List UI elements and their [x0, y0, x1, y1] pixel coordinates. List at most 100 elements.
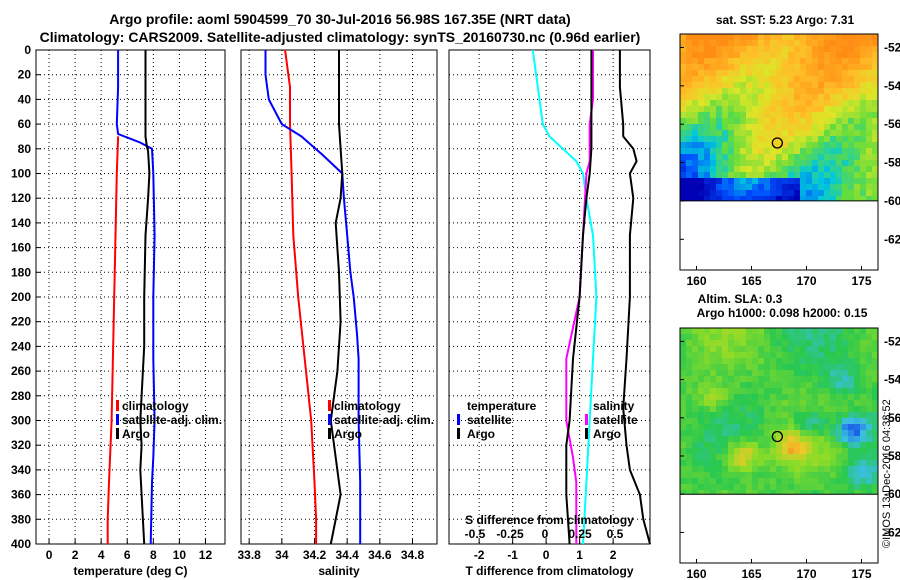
- map-cell: [812, 172, 818, 178]
- map-cell: [698, 142, 704, 148]
- map-cell: [722, 412, 728, 418]
- map-cell: [824, 400, 830, 406]
- map-cell: [854, 118, 860, 124]
- map-cell: [806, 64, 812, 70]
- map-cell: [848, 154, 854, 160]
- map-cell: [698, 454, 704, 460]
- map-cell: [722, 478, 728, 484]
- map-cell: [872, 472, 878, 478]
- map-cell: [740, 334, 746, 340]
- map-cell: [830, 130, 836, 136]
- map-cell: [752, 106, 758, 112]
- map-cell: [734, 478, 740, 484]
- map-cell: [824, 490, 830, 495]
- map-cell: [716, 88, 722, 94]
- map-cell: [710, 466, 716, 472]
- map-cell: [704, 352, 710, 358]
- map-cell: [800, 406, 806, 412]
- map-cell: [824, 178, 830, 184]
- map-cell: [848, 106, 854, 112]
- map-cell: [764, 166, 770, 172]
- chart-title-line2: Climatology: CARS2009. Satellite-adjuste…: [39, 29, 641, 45]
- map-cell: [860, 430, 866, 436]
- map-cell: [722, 346, 728, 352]
- map-cell: [716, 100, 722, 106]
- map-cell: [698, 346, 704, 352]
- map-cell: [716, 406, 722, 412]
- map-cell: [686, 376, 692, 382]
- map-cell: [794, 118, 800, 124]
- map-cell: [848, 472, 854, 478]
- map-cell: [686, 478, 692, 484]
- map-cell: [740, 82, 746, 88]
- map-cell: [722, 394, 728, 400]
- map-cell: [722, 484, 728, 490]
- map-cell: [818, 364, 824, 370]
- map-cell: [842, 460, 848, 466]
- map-cell: [836, 112, 842, 118]
- map-cell: [872, 118, 878, 124]
- map-cell: [746, 52, 752, 58]
- map-cell: [746, 352, 752, 358]
- map-cell: [824, 124, 830, 130]
- map-cell: [836, 172, 842, 178]
- map-cell: [740, 394, 746, 400]
- map-cell: [722, 82, 728, 88]
- map-cell: [830, 478, 836, 484]
- map-cell: [818, 172, 824, 178]
- map-cell: [764, 394, 770, 400]
- map-cell: [698, 352, 704, 358]
- map-cell: [680, 112, 686, 118]
- map-cell: [776, 358, 782, 364]
- map-cell: [686, 472, 692, 478]
- map-cell: [740, 436, 746, 442]
- series-line-climatology: [284, 49, 318, 544]
- map-cell: [836, 148, 842, 154]
- map-cell: [800, 454, 806, 460]
- map-cell: [698, 460, 704, 466]
- map-cell: [710, 352, 716, 358]
- map-cell: [710, 412, 716, 418]
- map-cell: [728, 154, 734, 160]
- map-cell: [818, 418, 824, 424]
- map-cell: [824, 358, 830, 364]
- map-cell: [680, 412, 686, 418]
- map-cell: [710, 472, 716, 478]
- map-cell: [806, 142, 812, 148]
- map-cell: [854, 184, 860, 190]
- map-cell: [824, 328, 830, 334]
- map-cell: [770, 52, 776, 58]
- map-cell: [704, 340, 710, 346]
- legend-swatch: [116, 400, 119, 411]
- x-tick-label: 175: [851, 274, 871, 288]
- map-cell: [818, 358, 824, 364]
- map-cell: [692, 40, 698, 46]
- map-cell: [752, 346, 758, 352]
- map-cell: [866, 346, 872, 352]
- map-cell: [692, 370, 698, 376]
- map-cell: [704, 358, 710, 364]
- map-cell: [698, 172, 704, 178]
- map-cell: [764, 352, 770, 358]
- map-cell: [818, 376, 824, 382]
- map-cell: [824, 190, 830, 196]
- map-cell: [800, 358, 806, 364]
- map-cell: [704, 52, 710, 58]
- map-cell: [764, 442, 770, 448]
- map-cell: [746, 154, 752, 160]
- map-cell: [818, 106, 824, 112]
- map-cell: [776, 160, 782, 166]
- map-cell: [872, 100, 878, 106]
- map-cell: [812, 448, 818, 454]
- map-cell: [722, 460, 728, 466]
- map-cell: [782, 76, 788, 82]
- map-cell: [782, 382, 788, 388]
- map-cell: [764, 334, 770, 340]
- map-cell: [848, 382, 854, 388]
- map-cell: [728, 352, 734, 358]
- map-cell: [782, 472, 788, 478]
- map-cell: [722, 352, 728, 358]
- map-cell: [788, 412, 794, 418]
- map-cell: [692, 382, 698, 388]
- map-cell: [746, 118, 752, 124]
